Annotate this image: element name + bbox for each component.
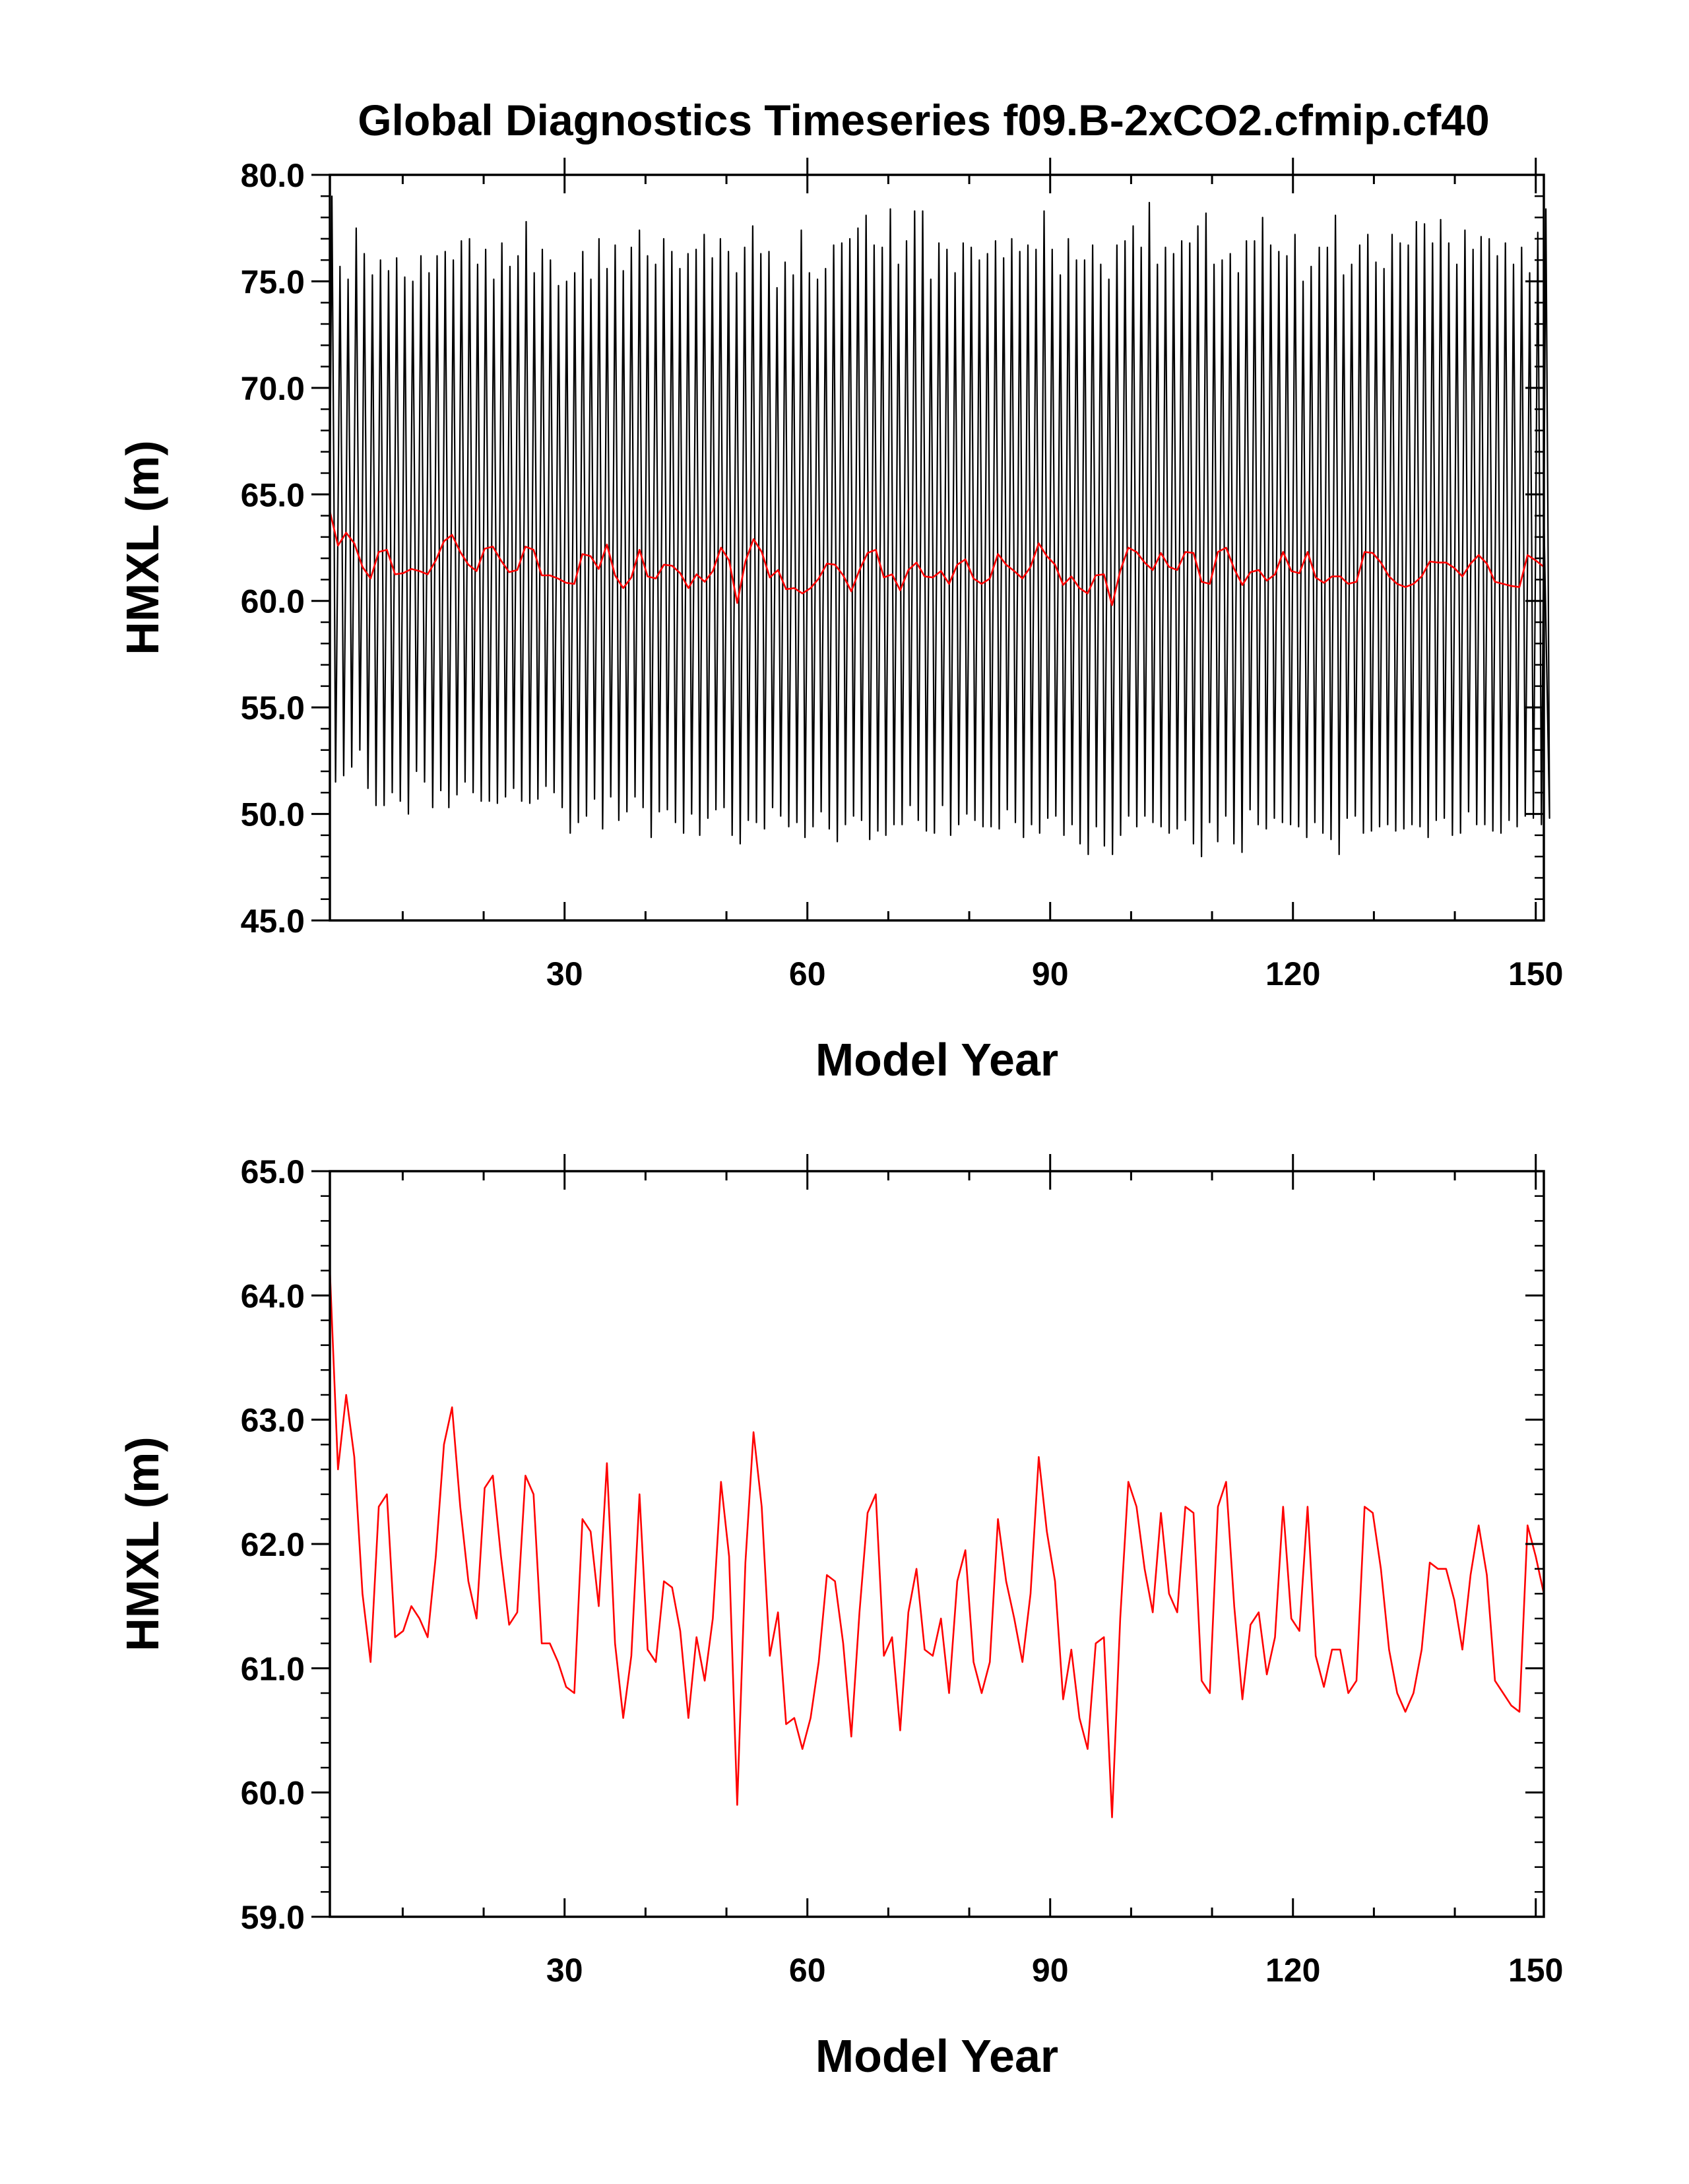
y-tick-label: 75.0 [241,263,305,300]
y-tick-label: 60.0 [241,583,305,620]
bottom-panel: 30 60 90 120 150 59.0 60.0 61.0 62.0 63.0 64.0 65.0… [117,1153,1563,2082]
x-tick-label: 90 [1032,1952,1069,1989]
x-tick-label: 90 [1032,955,1069,992]
x-tick-label: 60 [789,1952,826,1989]
annual-mean-line-panel-0 [329,511,1545,606]
y-tick-label: 55.0 [241,690,305,726]
y-tick-label: 62.0 [241,1526,305,1563]
x-axis-title: Model Year [815,1034,1058,1085]
y-tick-label: 65.0 [241,476,305,513]
chart-title: Global Diagnostics Timeseries f09.B-2xCO… [358,96,1489,145]
y-axis-title: HMXL (m) [117,440,168,655]
top-panel: 30 60 90 120 150 45.0 50.0 55.0 60.0 65.0 70.0 75.0… [117,157,1563,1085]
y-tick-label: 60.0 [241,1775,305,1812]
y-tick-label: 45.0 [241,903,305,940]
y-tick-label: 80.0 [241,157,305,194]
y-tick-label: 63.0 [241,1402,305,1439]
y-tick-label: 59.0 [241,1899,305,1936]
monthly-series-line-panel-0 [329,195,1550,858]
x-tick-label: 60 [789,955,826,992]
y-tick-label: 70.0 [241,370,305,407]
y-tick-label: 64.0 [241,1277,305,1314]
y-tick-label: 61.0 [241,1650,305,1687]
x-tick-label: 30 [546,955,583,992]
plot-frame [329,174,1545,922]
annual-mean-line-panel-1 [329,1270,1545,1818]
plot-frame [329,1170,1545,1918]
x-tick-label: 30 [546,1952,583,1989]
x-tick-label: 150 [1508,955,1563,992]
x-tick-label: 120 [1265,955,1320,992]
y-tick-label: 50.0 [241,796,305,833]
x-axis-title: Model Year [815,2030,1058,2082]
x-tick-label: 120 [1265,1952,1320,1989]
x-tick-label: 150 [1508,1952,1563,1989]
y-axis-title: HMXL (m) [117,1436,168,1651]
y-tick-label: 65.0 [241,1153,305,1190]
